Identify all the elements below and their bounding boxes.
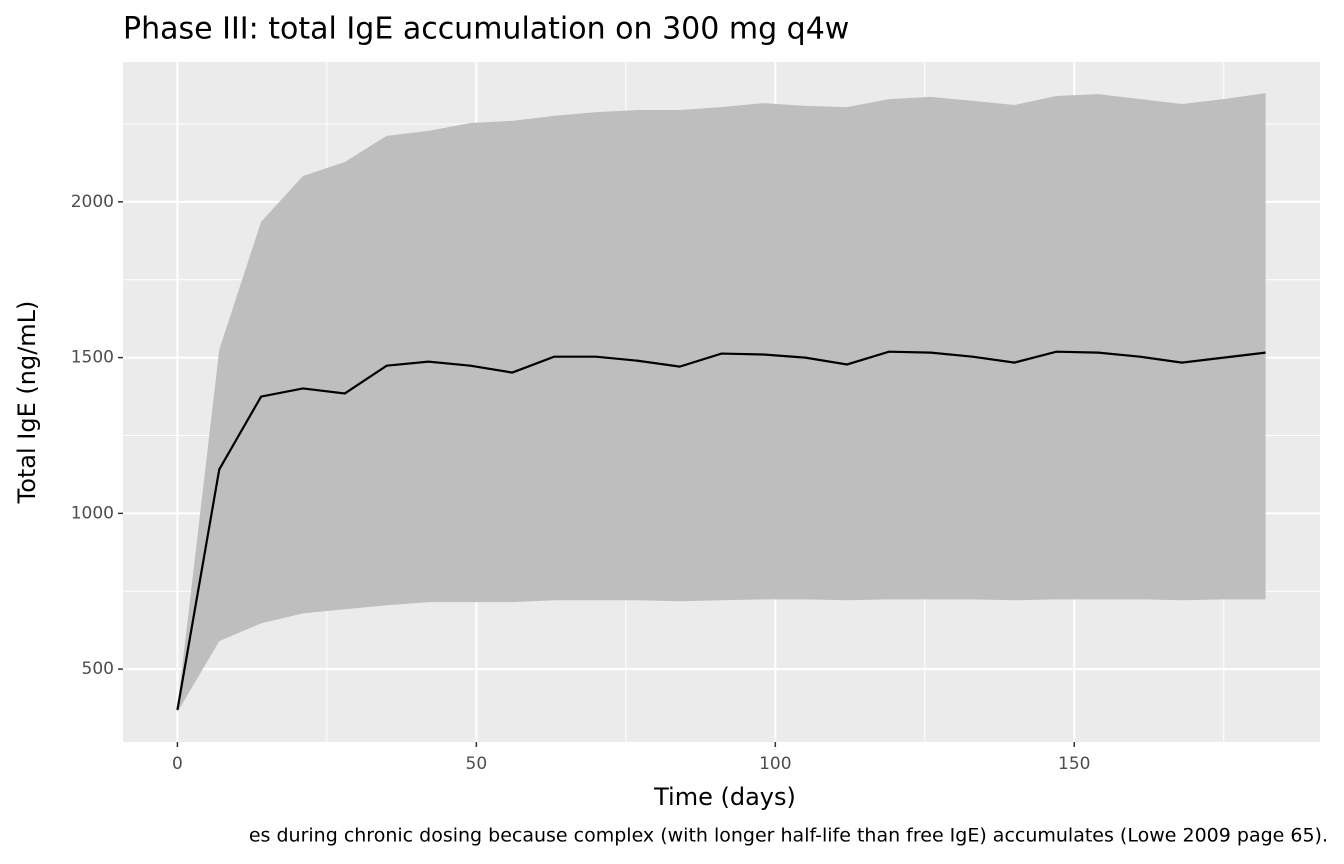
ribbon: [177, 93, 1266, 713]
y-tick-label: 500: [82, 659, 114, 679]
x-tick-label: 0: [172, 754, 183, 774]
x-tick-label: 50: [466, 754, 488, 774]
y-tick-label: 1000: [71, 503, 114, 523]
x-tick-label: 150: [1058, 754, 1090, 774]
y-tick-label: 2000: [71, 192, 114, 212]
line: [176, 350, 1266, 711]
x-tick-label: 100: [759, 754, 791, 774]
chart-title: Phase III: total IgE accumulation on 300…: [123, 12, 849, 47]
caption: es during chronic dosing because complex…: [249, 825, 1328, 847]
y-axis-title: Total IgE (ng/mL): [13, 301, 41, 505]
y-tick-label: 1500: [71, 348, 114, 368]
x-axis-title: Time (days): [653, 783, 796, 811]
